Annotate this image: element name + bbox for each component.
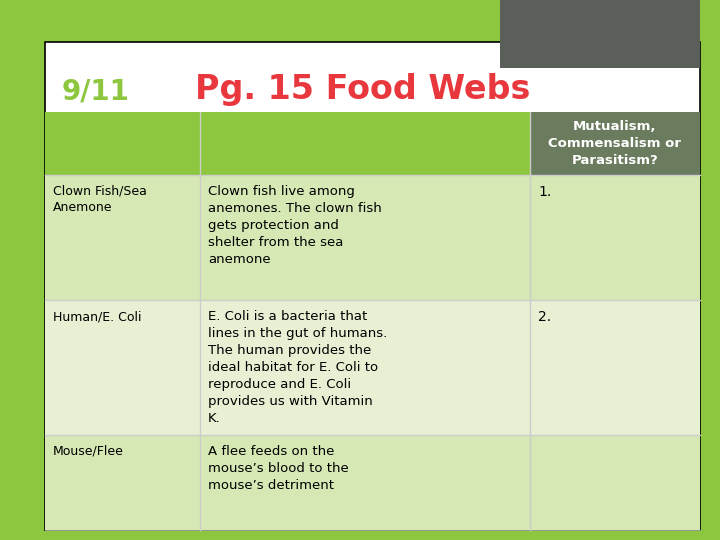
Text: E. Coli is a bacteria that
lines in the gut of humans.
The human provides the
id: E. Coli is a bacteria that lines in the …: [208, 310, 387, 425]
Text: A flee feeds on the
mouse’s blood to the
mouse’s detriment: A flee feeds on the mouse’s blood to the…: [208, 445, 348, 492]
Text: 1.: 1.: [538, 185, 552, 199]
Text: Pg. 15 Food Webs: Pg. 15 Food Webs: [195, 73, 531, 106]
Bar: [530, 112, 700, 175]
Bar: [45, 300, 700, 435]
Text: 2.: 2.: [538, 310, 551, 324]
Text: 9/11: 9/11: [62, 78, 130, 106]
Bar: [200, 112, 530, 175]
Bar: [45, 435, 700, 530]
Bar: [45, 112, 200, 175]
Text: Mouse/Flee: Mouse/Flee: [53, 445, 124, 458]
Text: Mutualism,
Commensalism or
Parasitism?: Mutualism, Commensalism or Parasitism?: [549, 120, 682, 167]
Text: Clown Fish/Sea
Anemone: Clown Fish/Sea Anemone: [53, 185, 147, 214]
Text: Clown fish live among
anemones. The clown fish
gets protection and
shelter from : Clown fish live among anemones. The clow…: [208, 185, 382, 266]
Bar: [500, 0, 700, 68]
Text: Human/E. Coli: Human/E. Coli: [53, 310, 142, 323]
Bar: [45, 175, 700, 300]
